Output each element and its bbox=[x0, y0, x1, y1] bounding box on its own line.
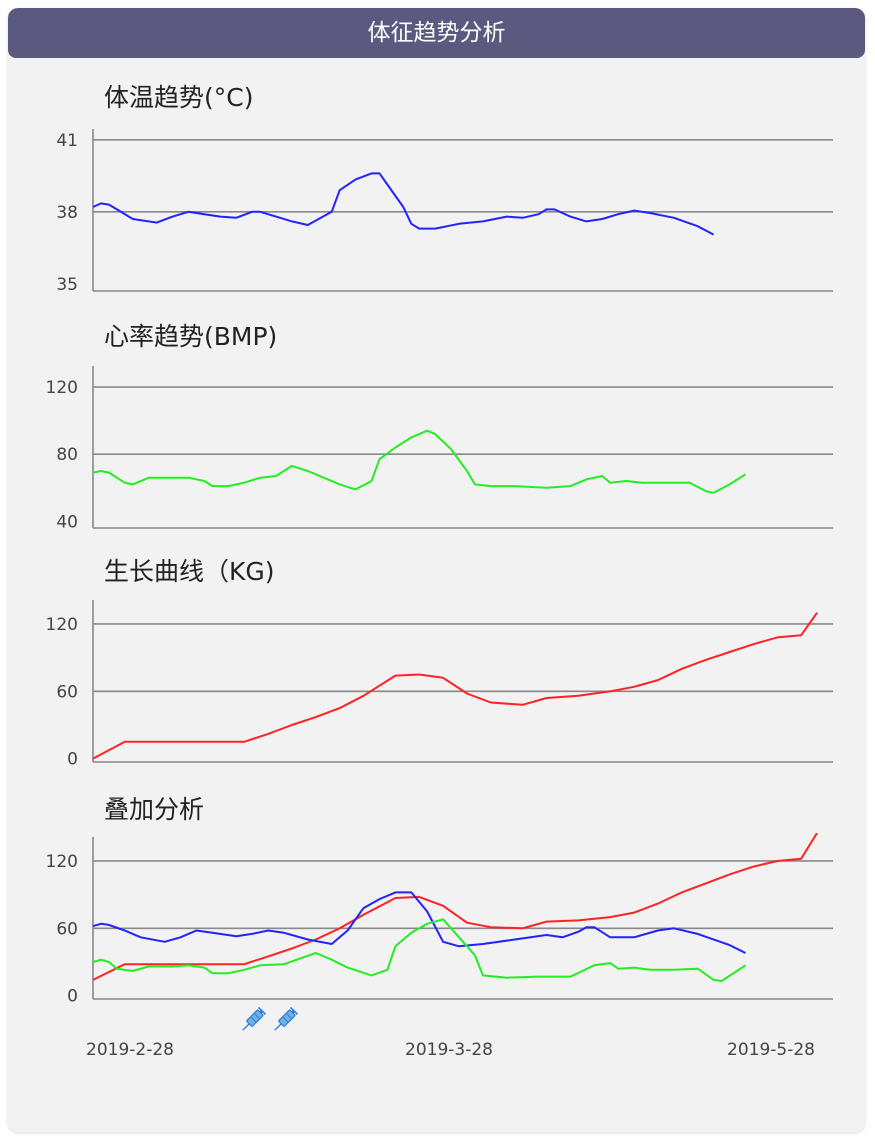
heart-rate-panel-title: 心率趋势(BMP) bbox=[104, 322, 278, 351]
y-tick-label: 38 bbox=[56, 203, 78, 223]
card-background bbox=[8, 8, 865, 1132]
page-title: 体征趋势分析 bbox=[8, 8, 865, 58]
y-tick-label: 0 bbox=[67, 987, 78, 1007]
growth-panel-title: 生长曲线（KG) bbox=[104, 557, 275, 586]
y-tick-label: 40 bbox=[56, 512, 78, 532]
x-axis-label-start: 2019-2-28 bbox=[86, 1040, 174, 1060]
y-tick-label: 0 bbox=[67, 750, 78, 770]
growth-chart: 120 60 0 bbox=[46, 600, 833, 770]
syringe-icon[interactable] bbox=[237, 1006, 267, 1036]
syringe-icon[interactable] bbox=[269, 1006, 299, 1036]
overlay-panel-title: 叠加分析 bbox=[104, 795, 205, 824]
overlay-chart: 120 60 0 bbox=[46, 833, 833, 1007]
x-axis-label-middle: 2019-3-28 bbox=[405, 1040, 493, 1060]
y-tick-label: 35 bbox=[56, 275, 78, 295]
y-tick-label: 60 bbox=[56, 919, 78, 939]
y-tick-label: 60 bbox=[56, 682, 78, 702]
series-line bbox=[92, 172, 715, 236]
x-axis-label-end: 2019-5-28 bbox=[727, 1040, 815, 1060]
series-line bbox=[92, 918, 747, 982]
series-line bbox=[92, 891, 746, 954]
y-tick-label: 120 bbox=[46, 852, 78, 872]
temperature-panel-title: 体温趋势(°C) bbox=[104, 83, 254, 112]
temperature-chart: 41 38 35 bbox=[56, 129, 833, 295]
y-tick-label: 41 bbox=[56, 131, 78, 151]
y-tick-label: 80 bbox=[56, 445, 78, 465]
series-line bbox=[92, 612, 818, 760]
y-tick-label: 120 bbox=[46, 615, 78, 635]
series-line bbox=[92, 833, 818, 981]
series-line bbox=[92, 429, 747, 494]
y-tick-label: 120 bbox=[46, 378, 78, 398]
heart-rate-chart: 120 80 40 bbox=[46, 366, 833, 532]
